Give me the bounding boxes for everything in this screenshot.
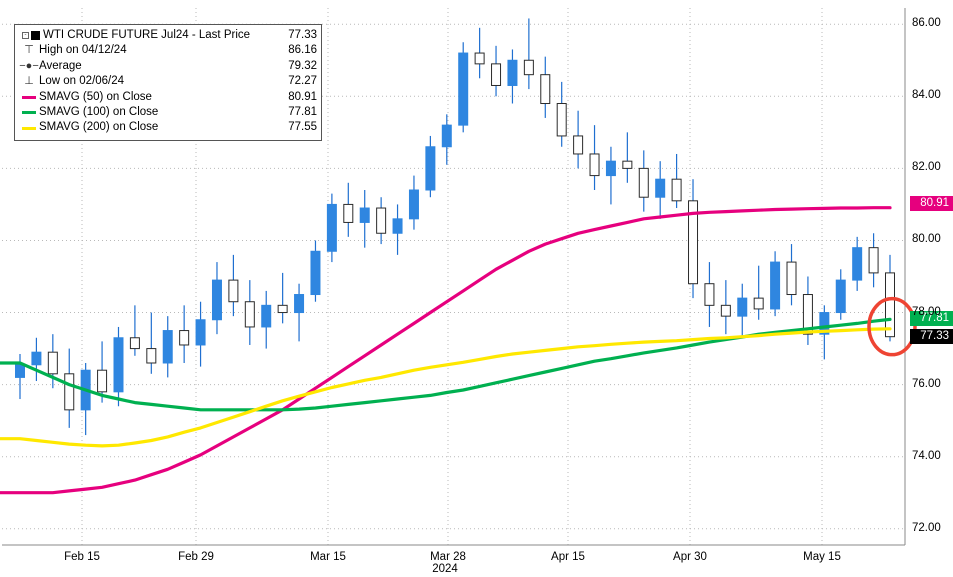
y-axis-tick-label: 72.00 [912, 521, 941, 534]
x-axis-tick-label: Apr 30 [673, 551, 707, 563]
chart-legend: - WTI CRUDE FUTURE Jul24 - Last Price 77.3… [14, 24, 322, 141]
candlestick-series [15, 18, 895, 436]
y-axis-tick-label: 80.00 [912, 233, 941, 246]
clipped-axis-text [0, 566, 953, 577]
y-axis-tick-label: 74.00 [912, 449, 941, 462]
legend-label: WTI CRUDE FUTURE Jul24 - Last Price [43, 29, 251, 41]
legend-row: SMAVG (200) on Close 77.55 [19, 120, 317, 135]
last-price-swatch-icon: - [19, 28, 43, 43]
legend-value: 77.33 [288, 29, 317, 41]
legend-value: 77.55 [288, 121, 317, 134]
y-axis-tick-label: 82.00 [912, 161, 941, 174]
legend-row: - WTI CRUDE FUTURE Jul24 - Last Price 77.3… [19, 28, 317, 43]
legend-row: ⊤ High on 04/12/24 86.16 [19, 43, 317, 58]
legend-value: 77.81 [288, 105, 317, 118]
legend-value: 72.27 [288, 75, 317, 88]
series-color-swatch [22, 95, 36, 99]
series-line-swatch-icon [19, 105, 39, 120]
legend-value: 79.32 [288, 59, 317, 72]
series-color-swatch [22, 111, 36, 115]
legend-value: 80.91 [288, 90, 317, 103]
x-axis-tick-label: May 15 [803, 551, 841, 563]
y-axis-tick-label: 86.00 [912, 17, 941, 30]
price-tag-smavg100: 77.81 [910, 311, 953, 326]
series-color-swatch [31, 31, 40, 41]
legend-label: Average [39, 59, 82, 72]
x-axis-tick-label: Feb 15 [64, 551, 100, 563]
legend-label: SMAVG (200) on Close [39, 121, 159, 134]
collapse-box-icon[interactable]: - [22, 32, 29, 40]
low-glyph: ⊥ [24, 75, 34, 88]
x-axis-tick-label: Mar 15 [310, 551, 346, 563]
series-line [0, 327, 892, 448]
last-price-highlight-circle [867, 296, 917, 357]
legend-row: −●− Average 79.32 [19, 59, 317, 74]
bottom-clipped-text [0, 565, 953, 577]
legend-row: SMAVG (100) on Close 77.81 [19, 105, 317, 120]
y-axis-tick-label: 76.00 [912, 377, 941, 390]
x-axis-tick-label: Mar 28 [430, 551, 466, 563]
series-line-swatch-icon [19, 90, 39, 105]
series-line [0, 206, 892, 495]
x-axis-year-label: 2024 [432, 563, 458, 575]
legend-row: SMAVG (50) on Close 80.91 [19, 90, 317, 105]
y-axis-tick-label: 78.00 [912, 305, 941, 318]
x-axis-tick-label: Feb 29 [178, 551, 214, 563]
legend-label: High on 04/12/24 [39, 44, 127, 57]
legend-value: 86.16 [288, 44, 317, 57]
series-color-swatch [22, 126, 36, 130]
average-marker-icon: −●− [19, 59, 39, 74]
price-tag-smavg50: 80.91 [910, 196, 953, 211]
series-line-swatch-icon [19, 120, 39, 135]
legend-label: Low on 02/06/24 [39, 75, 125, 88]
high-marker-icon: ⊤ [19, 43, 39, 58]
average-glyph: −●− [19, 59, 39, 72]
price-tag-last: 77.33 [910, 329, 953, 344]
x-axis-tick-label: Apr 15 [551, 551, 585, 563]
high-glyph: ⊤ [24, 44, 34, 57]
low-marker-icon: ⊥ [19, 74, 39, 89]
legend-row: ⊥ Low on 02/06/24 72.27 [19, 74, 317, 89]
y-axis-tick-label: 84.00 [912, 89, 941, 102]
legend-label: SMAVG (100) on Close [39, 105, 159, 118]
legend-label: SMAVG (50) on Close [39, 90, 152, 103]
